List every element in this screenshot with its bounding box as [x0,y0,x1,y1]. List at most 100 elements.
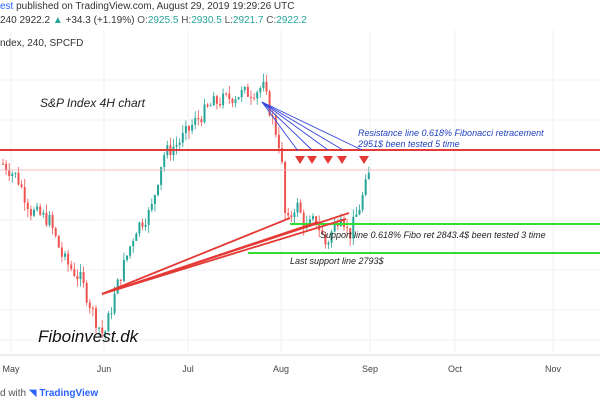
candle-body [14,172,17,174]
candle-body [101,327,104,334]
candle-body [23,187,26,203]
x-tick-label: Oct [448,364,463,374]
support-annotation: Support line 0.618% Fibo ret 2843.4$ bee… [320,230,546,240]
candle-body [324,234,327,245]
published-text: published on TradingView.com, August 29,… [16,1,295,12]
ohlc-low-value: 2921.7 [232,15,264,26]
candle-body [222,93,225,106]
publish-header: est published on TradingView.com, August… [0,0,294,14]
x-axis: May Jun Jul Aug Sep Oct Nov [0,354,600,374]
candle-body [113,293,116,314]
candle-body [274,116,277,135]
candle-body [73,268,76,276]
trend-lines [101,101,363,295]
ohlc-high-label: H: [181,15,192,26]
candle-body [17,172,20,185]
candle-body [262,81,265,89]
tradingview-brand[interactable]: TradingView [39,388,99,399]
candle-body [284,161,287,214]
tradingview-logo-icon: ◥ [28,388,37,399]
candle-body [79,272,82,280]
candle-body [147,209,150,225]
candle-body [132,240,135,247]
candle-body [178,142,181,145]
candle-body [364,179,367,195]
resistance-test-marker [295,156,305,164]
downtrend-fan-line [261,101,329,151]
candle-body [67,253,70,265]
candle-body [333,223,336,232]
x-tick-label: Jun [97,364,112,374]
candle-body [29,209,32,216]
candle-body [42,212,45,215]
candle-body [346,227,349,229]
ohlc-close-label: C: [266,15,277,26]
candle-body [88,302,91,308]
symbol-label: 240 [0,15,17,26]
candle-body [296,202,299,213]
candle-body [48,215,51,225]
resistance-annotation-line1: Resistance line 0.618% Fibonacci retrace… [358,128,544,138]
candle-body [104,331,107,334]
candle-body [281,148,283,162]
candle-body [225,93,228,95]
last-support-annotation: Last support line 2793$ [290,256,384,266]
resistance-test-marker [359,156,369,164]
candle-body [8,170,11,176]
instrument-label: ndex, 240, SPCFD [0,38,84,49]
candle-body [243,86,246,91]
candle-body [85,283,88,303]
candle-body [60,247,63,257]
up-arrow-icon: ▲ [52,15,63,26]
candlestick-series [2,73,370,340]
candle-body [54,228,57,236]
candle-body [2,163,4,165]
ohlc-open-label: O: [137,15,148,26]
candle-body [82,272,85,284]
x-tick-label: Jul [182,364,194,374]
candle-body [349,228,352,239]
candle-body [110,313,113,315]
price-header: 240 2922.2 ▲ +34.3 (+1.19%) O:2925.5 H:2… [0,14,307,28]
candle-body [76,275,79,280]
candle-body [206,104,209,107]
candle-body [160,167,163,185]
candle-body [212,96,215,106]
candle-body [209,105,212,107]
candle-body [129,246,132,256]
candle-body [231,99,234,104]
downtrend-fan-line [261,101,299,152]
candle-body [57,235,60,248]
candle-body [194,117,197,125]
candle-body [163,155,166,168]
candle-body [116,279,119,294]
chart-title: S&P Index 4H chart [40,96,145,110]
candle-body [45,212,48,225]
ohlc-high-value: 2930.5 [191,15,222,26]
candle-body [215,96,218,104]
candle-body [184,125,187,134]
candle-body [188,125,190,131]
ohlc-low-label: L: [224,15,233,26]
candle-body [287,213,290,216]
ohlc-open-value: 2925.5 [147,15,179,26]
publisher-link[interactable]: est [0,1,14,12]
candle-body [70,264,73,269]
footer-prefix: d with [0,388,27,399]
candle-body [302,212,305,228]
candle-body [181,133,184,143]
resistance-annotation-line2: 2951$ been tested 5 time [358,139,460,149]
uptrend-line [101,212,350,295]
resistance-test-marker [323,156,333,164]
candle-body [175,144,178,147]
candle-body [339,218,342,227]
chart-grid [0,30,600,352]
candle-body [126,255,128,260]
candle-body [191,124,194,131]
ohlc-close-value: 2922.2 [276,15,307,26]
downtrend-fan-line [261,101,363,151]
downtrend-fan-line [261,101,313,151]
x-tick-label: May [2,364,20,374]
candle-body [330,231,333,243]
